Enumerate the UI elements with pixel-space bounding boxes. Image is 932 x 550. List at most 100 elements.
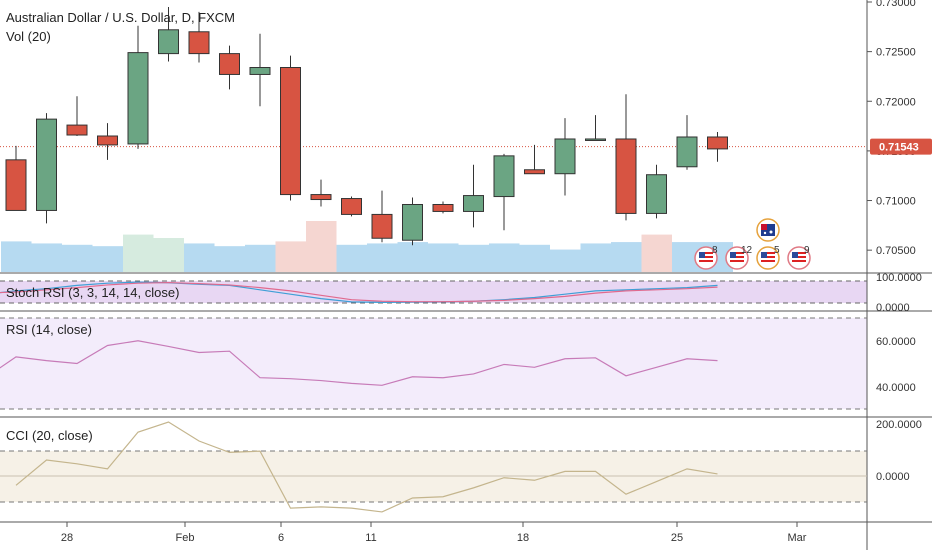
time-tick-label: 28 xyxy=(61,532,73,544)
event-count: 9 xyxy=(804,245,810,256)
price-tick-label: 0.72500 xyxy=(876,47,916,59)
candle[interactable] xyxy=(310,179,332,207)
time-tick-label: Feb xyxy=(176,532,195,544)
volume-bar xyxy=(1,241,32,272)
time-tick-label: Mar xyxy=(788,532,807,544)
volume-bar xyxy=(245,244,276,272)
event-badge[interactable] xyxy=(725,246,749,270)
price-tick-label: 0.70500 xyxy=(876,245,916,257)
volume-label: Vol (20) xyxy=(6,29,51,44)
event-count: 5 xyxy=(774,245,780,256)
price-axis[interactable]: 0.730000.725000.720000.715000.710000.705… xyxy=(876,0,916,257)
candle[interactable] xyxy=(219,45,240,90)
au-flag-icon xyxy=(761,224,775,236)
candle[interactable] xyxy=(402,197,423,246)
volume-bar xyxy=(184,243,215,272)
price-tag: 0.71543 xyxy=(879,142,919,154)
stoch-rsi-lines xyxy=(0,281,718,303)
volume-bar xyxy=(611,242,642,272)
stoch-rsi-label: Stoch RSI (3, 3, 14, 14, close) xyxy=(6,285,179,300)
candle[interactable] xyxy=(280,55,301,201)
time-axis[interactable]: 28 Feb 6 11 18 25 Mar xyxy=(61,522,807,544)
us-flag-icon xyxy=(699,252,713,264)
chart-title: Australian Dollar / U.S. Dollar, D, FXCM xyxy=(6,10,235,25)
candle[interactable] xyxy=(341,196,362,217)
candle[interactable] xyxy=(524,144,545,175)
event-badge[interactable] xyxy=(787,246,811,270)
cci-label: CCI (20, close) xyxy=(6,428,93,443)
event-count: 8 xyxy=(712,245,718,256)
volume-bar xyxy=(123,234,154,272)
stoch-k-line xyxy=(0,281,718,303)
candle[interactable] xyxy=(371,190,393,243)
volume-bar xyxy=(458,244,489,272)
volume-bar xyxy=(153,238,184,272)
candle[interactable] xyxy=(432,201,454,214)
candle[interactable] xyxy=(585,115,606,141)
volume-bars xyxy=(1,221,733,272)
candle[interactable] xyxy=(463,164,484,228)
candle[interactable] xyxy=(615,94,637,221)
volume-bar xyxy=(550,249,581,272)
candle[interactable] xyxy=(66,96,88,136)
time-tick-label: 18 xyxy=(517,532,529,544)
stoch-background xyxy=(0,281,867,303)
volume-bar xyxy=(92,246,123,272)
event-badge[interactable] xyxy=(756,218,780,242)
volume-bar xyxy=(275,241,306,272)
price-tick-label: 0.72000 xyxy=(876,96,916,108)
volume-bar xyxy=(641,234,672,272)
candle[interactable] xyxy=(97,123,118,160)
price-grid xyxy=(867,1,872,251)
candle[interactable] xyxy=(554,118,576,196)
candle[interactable] xyxy=(5,145,27,211)
us-flag-icon xyxy=(730,252,744,264)
time-tick-label: 11 xyxy=(365,532,376,544)
volume-bar xyxy=(519,244,550,272)
stoch-d-line xyxy=(0,281,718,303)
rsi-line-path xyxy=(0,340,718,386)
price-tag-background xyxy=(870,138,932,155)
stoch-tick-100: 100.0000 xyxy=(876,272,922,284)
volume-bar xyxy=(214,246,245,272)
volume-bar xyxy=(428,243,459,272)
event-badge[interactable] xyxy=(694,246,718,270)
candle[interactable] xyxy=(707,132,728,162)
event-count: 12 xyxy=(741,245,753,256)
event-badge[interactable] xyxy=(756,246,780,270)
stoch-tick-0: 0.0000 xyxy=(876,302,910,314)
rsi-tick-40: 40.0000 xyxy=(876,382,916,394)
volume-bar xyxy=(306,221,337,272)
volume-bar xyxy=(31,243,62,272)
rsi-background xyxy=(0,318,867,409)
cci-tick-0: 0.0000 xyxy=(876,471,910,483)
cci-line-path xyxy=(15,421,718,513)
volume-bar xyxy=(336,244,367,272)
candle[interactable] xyxy=(249,33,271,107)
price-tick-label: 0.71000 xyxy=(876,196,916,208)
volume-bar xyxy=(580,243,611,272)
volume-bar xyxy=(62,244,93,272)
volume-bar xyxy=(367,243,398,272)
candle[interactable] xyxy=(646,164,667,219)
candle[interactable] xyxy=(188,11,210,63)
price-tick-label: 0.73000 xyxy=(876,0,916,9)
time-tick-label: 6 xyxy=(278,532,284,544)
volume-bar xyxy=(397,242,428,272)
candle[interactable] xyxy=(36,113,57,224)
rsi-line xyxy=(0,340,718,386)
cci-tick-200: 200.0000 xyxy=(876,419,922,431)
candle[interactable] xyxy=(127,25,149,149)
rsi-tick-60: 60.0000 xyxy=(876,336,916,348)
candle[interactable] xyxy=(493,153,515,231)
rsi-label: RSI (14, close) xyxy=(6,322,92,337)
cci-line xyxy=(15,421,718,513)
us-flag-icon xyxy=(792,252,806,264)
candle[interactable] xyxy=(676,115,698,170)
us-flag-icon xyxy=(761,252,775,264)
candle[interactable] xyxy=(158,6,179,62)
time-tick-label: 25 xyxy=(671,532,683,544)
candlesticks xyxy=(5,6,728,246)
volume-bar xyxy=(489,243,520,272)
